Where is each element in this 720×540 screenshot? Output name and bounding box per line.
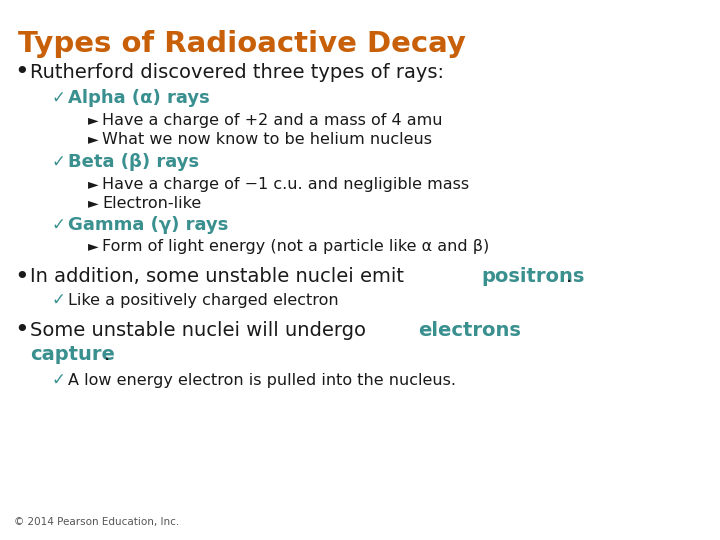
Text: A low energy electron is pulled into the nucleus.: A low energy electron is pulled into the… xyxy=(68,373,456,388)
Text: © 2014 Pearson Education, Inc.: © 2014 Pearson Education, Inc. xyxy=(14,517,179,527)
Text: ►: ► xyxy=(88,177,99,191)
Text: Have a charge of +2 and a mass of 4 amu: Have a charge of +2 and a mass of 4 amu xyxy=(102,112,443,127)
Text: ✓: ✓ xyxy=(52,153,66,171)
Text: ✓: ✓ xyxy=(52,216,66,234)
Text: Types of Radioactive Decay: Types of Radioactive Decay xyxy=(18,30,466,58)
Text: capture: capture xyxy=(30,346,115,365)
Text: Alpha (α) rays: Alpha (α) rays xyxy=(68,89,210,107)
Text: Have a charge of −1 c.u. and negligible mass: Have a charge of −1 c.u. and negligible … xyxy=(102,177,469,192)
Text: In addition, some unstable nuclei emit: In addition, some unstable nuclei emit xyxy=(30,267,410,287)
Text: •: • xyxy=(14,60,29,84)
Text: •: • xyxy=(14,265,29,289)
Text: ►: ► xyxy=(88,113,99,127)
Text: ►: ► xyxy=(88,132,99,146)
Text: Like a positively charged electron: Like a positively charged electron xyxy=(68,293,338,307)
Text: ✓: ✓ xyxy=(52,291,66,309)
Text: •: • xyxy=(14,318,29,342)
Text: Form of light energy (not a particle like α and β): Form of light energy (not a particle lik… xyxy=(102,239,490,253)
Text: Beta (β) rays: Beta (β) rays xyxy=(68,153,199,171)
Text: Electron-like: Electron-like xyxy=(102,195,202,211)
Text: Gamma (γ) rays: Gamma (γ) rays xyxy=(68,216,228,234)
Text: Some unstable nuclei will undergo: Some unstable nuclei will undergo xyxy=(30,321,372,340)
Text: positrons: positrons xyxy=(481,267,585,287)
Text: ►: ► xyxy=(88,239,99,253)
Text: Rutherford discovered three types of rays:: Rutherford discovered three types of ray… xyxy=(30,63,444,82)
Text: .: . xyxy=(104,346,110,365)
Text: .: . xyxy=(566,267,572,287)
Text: What we now know to be helium nucleus: What we now know to be helium nucleus xyxy=(102,132,432,146)
Text: ✓: ✓ xyxy=(52,89,66,107)
Text: electrons: electrons xyxy=(418,321,521,340)
Text: ►: ► xyxy=(88,196,99,210)
Text: ✓: ✓ xyxy=(52,371,66,389)
